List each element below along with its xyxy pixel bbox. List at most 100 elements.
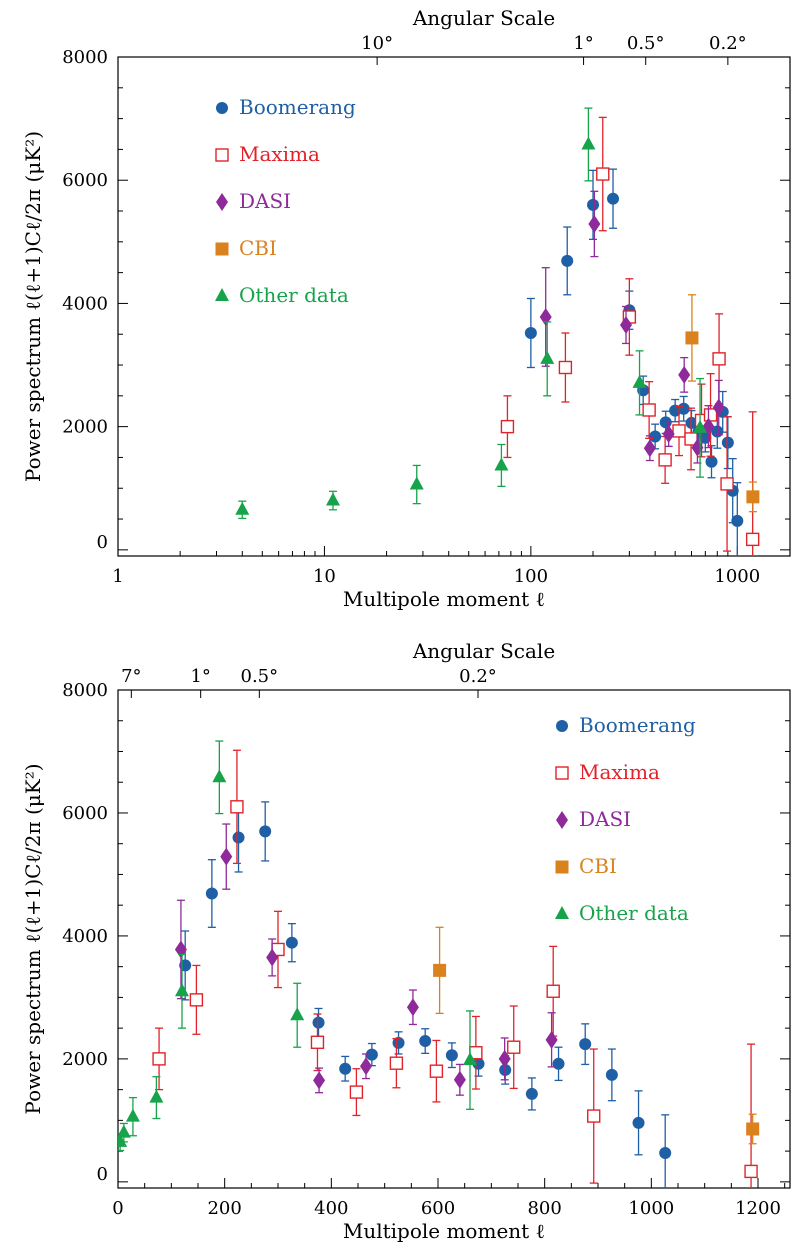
y-tick-label: 6000 <box>62 170 108 191</box>
plot-frame <box>117 689 791 1189</box>
data-point <box>731 514 744 527</box>
data-point <box>259 825 272 838</box>
data-point <box>546 984 560 998</box>
legend: Boomerang Maxima DASI CBI Other data <box>555 713 696 925</box>
legend-marker <box>216 193 228 211</box>
data-point <box>744 1164 758 1179</box>
legend-marker <box>215 288 229 301</box>
y-tick-label: 0 <box>97 532 108 553</box>
data-point <box>325 492 340 506</box>
legend-label: CBI <box>579 854 617 878</box>
data-point <box>310 1035 325 1049</box>
top-tick-label: 1° <box>573 33 593 54</box>
top-tick-label: 0.2° <box>459 666 497 687</box>
data-point <box>579 1038 592 1051</box>
axis-ticks <box>117 56 790 556</box>
data-point <box>419 1035 432 1048</box>
y-axis-title: Power spectrum ℓ(ℓ+1)Cℓ/2π (μK²) <box>21 763 45 1114</box>
data-point <box>212 769 227 783</box>
x-tick-label: 100 <box>514 566 548 587</box>
data-point <box>429 1064 444 1078</box>
legend-label: DASI <box>579 807 631 831</box>
data-point <box>705 455 718 468</box>
data-point <box>175 983 189 997</box>
data-point <box>649 430 662 443</box>
data-point <box>463 1052 477 1066</box>
top-tick-label: 1° <box>190 666 210 687</box>
data-point <box>712 398 725 417</box>
legend: Boomerang Maxima DASI CBI Other data <box>215 95 356 307</box>
data-point <box>149 1089 164 1103</box>
x-tick-label: 200 <box>207 1198 241 1219</box>
data-point <box>524 326 537 339</box>
x-tick-label: 1200 <box>735 1198 781 1219</box>
x-tick-label: 1000 <box>628 1198 674 1219</box>
data-point <box>500 419 515 434</box>
data-point <box>659 1146 672 1159</box>
legend-marker <box>555 906 569 919</box>
data-point <box>720 477 734 491</box>
data-point <box>266 948 279 967</box>
y-tick-label: 0 <box>97 1164 108 1185</box>
data-point <box>632 374 647 388</box>
data-point <box>658 453 672 467</box>
y-axis-title: Power spectrum ℓ(ℓ+1)Cℓ/2π (μK²) <box>21 131 45 482</box>
data-point <box>313 1071 326 1090</box>
data-point <box>581 136 596 150</box>
data-point <box>507 1040 521 1054</box>
y-tick-label: 8000 <box>62 47 108 68</box>
legend-marker <box>555 860 569 874</box>
panel-1: 1 10 100 1000 0 2000 4000 6000 8000 10° 1° 0.5° 0.2°… <box>21 6 791 611</box>
top-tick-label: 0.5° <box>627 33 665 54</box>
series-dasi <box>174 823 558 1096</box>
data-point <box>620 315 633 334</box>
data-point <box>230 800 244 814</box>
legend-label: Boomerang <box>239 95 356 119</box>
data-point <box>494 457 509 471</box>
data-point <box>349 1085 364 1099</box>
data-point <box>552 1057 565 1070</box>
legend-label: Boomerang <box>579 713 696 737</box>
legend-marker <box>556 811 568 829</box>
top-tick-label: 10° <box>361 33 393 54</box>
data-point <box>365 1048 378 1061</box>
x-axis-title: Multipole moment ℓ <box>343 587 545 611</box>
series-maxima <box>152 749 758 1188</box>
data-layer <box>235 107 760 556</box>
y-tick-label: 8000 <box>62 680 108 701</box>
panel-2: 0 200 400 600 800 1000 1200 0 2000 4000 6000 8000 7°… <box>21 639 791 1243</box>
y-tick-label: 2000 <box>62 1049 108 1070</box>
data-point <box>290 1007 305 1021</box>
top-axis-title: Angular Scale <box>412 6 555 30</box>
data-point <box>453 1070 466 1089</box>
data-point <box>607 192 620 205</box>
data-point <box>746 490 760 504</box>
y-tick-label: 4000 <box>62 926 108 947</box>
data-point <box>632 1116 645 1129</box>
data-point <box>643 439 656 458</box>
series-cbi <box>433 926 760 1145</box>
y-tick-label: 4000 <box>62 293 108 314</box>
data-point <box>118 1124 131 1138</box>
data-point <box>339 1062 352 1075</box>
top-tick-label: 0.5° <box>241 666 279 687</box>
data-point <box>285 936 298 949</box>
data-layer <box>118 740 760 1188</box>
data-point <box>745 532 760 547</box>
y-tick-label: 6000 <box>62 803 108 824</box>
top-tick-label: 7° <box>121 666 141 687</box>
data-point <box>360 1057 372 1076</box>
data-point <box>561 254 574 267</box>
series-other-data <box>118 740 477 1152</box>
data-point <box>672 424 686 438</box>
legend-label: CBI <box>239 236 277 260</box>
data-point <box>558 360 573 375</box>
data-point <box>540 350 555 364</box>
x-tick-label: 400 <box>314 1198 348 1219</box>
data-point <box>693 419 708 433</box>
data-point <box>746 1122 760 1136</box>
data-point <box>220 847 233 866</box>
axis-ticks <box>117 689 790 1188</box>
data-point <box>498 1049 511 1068</box>
